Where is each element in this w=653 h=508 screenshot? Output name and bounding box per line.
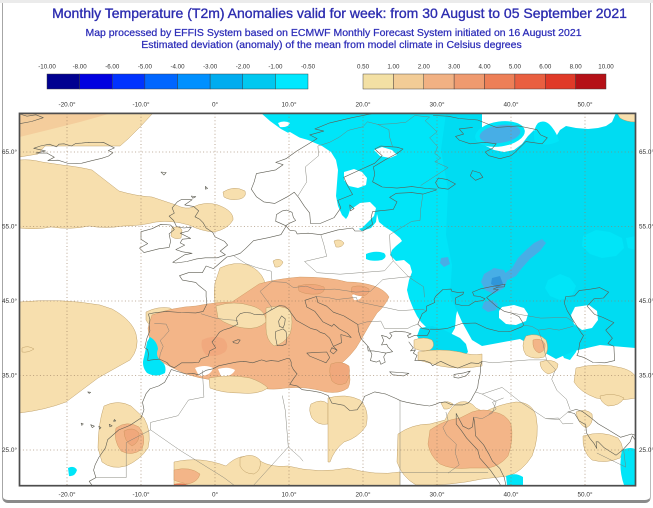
- svg-text:-3.00: -3.00: [203, 64, 218, 71]
- svg-text:-8.00: -8.00: [73, 64, 88, 71]
- svg-text:-10.00: -10.00: [38, 64, 56, 71]
- svg-text:3.00: 3.00: [448, 64, 461, 71]
- svg-text:55.0°: 55.0°: [639, 223, 653, 231]
- svg-text:10.0°: 10.0°: [282, 491, 297, 499]
- svg-text:20.0°: 20.0°: [356, 101, 371, 109]
- svg-text:40.0°: 40.0°: [504, 491, 519, 499]
- svg-text:25.0°: 25.0°: [639, 446, 653, 454]
- svg-text:6.00: 6.00: [539, 64, 552, 71]
- svg-text:-4.00: -4.00: [170, 64, 185, 71]
- svg-text:0°: 0°: [212, 491, 219, 499]
- svg-text:65.0°: 65.0°: [639, 148, 653, 156]
- svg-text:1.00: 1.00: [387, 64, 400, 71]
- svg-text:-20.0°: -20.0°: [58, 491, 76, 499]
- svg-text:-20.0°: -20.0°: [58, 101, 76, 109]
- svg-text:0.50: 0.50: [357, 64, 370, 71]
- svg-text:8.00: 8.00: [570, 64, 583, 71]
- svg-text:4.00: 4.00: [478, 64, 491, 71]
- svg-text:55.0°: 55.0°: [2, 223, 17, 231]
- svg-text:0°: 0°: [212, 101, 219, 109]
- svg-text:45.0°: 45.0°: [2, 297, 17, 305]
- svg-text:30.0°: 30.0°: [430, 101, 445, 109]
- svg-text:30.0°: 30.0°: [430, 491, 445, 499]
- svg-text:2.00: 2.00: [418, 64, 431, 71]
- svg-text:10.0°: 10.0°: [282, 101, 297, 109]
- svg-text:10.00: 10.00: [598, 64, 614, 71]
- svg-text:-1.00: -1.00: [268, 64, 283, 71]
- svg-text:-10.0°: -10.0°: [132, 101, 150, 109]
- svg-text:-5.00: -5.00: [138, 64, 153, 71]
- svg-text:35.0°: 35.0°: [2, 372, 17, 380]
- svg-text:35.0°: 35.0°: [639, 372, 653, 380]
- svg-text:40.0°: 40.0°: [504, 101, 519, 109]
- svg-text:-10.0°: -10.0°: [132, 491, 150, 499]
- svg-text:20.0°: 20.0°: [356, 491, 371, 499]
- svg-text:45.0°: 45.0°: [639, 297, 653, 305]
- svg-text:50.0°: 50.0°: [578, 101, 593, 109]
- svg-text:25.0°: 25.0°: [2, 446, 17, 454]
- svg-text:65.0°: 65.0°: [2, 148, 17, 156]
- svg-text:-0.50: -0.50: [301, 64, 316, 71]
- svg-text:5.00: 5.00: [509, 64, 522, 71]
- svg-text:-6.00: -6.00: [105, 64, 120, 71]
- svg-text:50.0°: 50.0°: [578, 491, 593, 499]
- svg-text:-2.00: -2.00: [236, 64, 251, 71]
